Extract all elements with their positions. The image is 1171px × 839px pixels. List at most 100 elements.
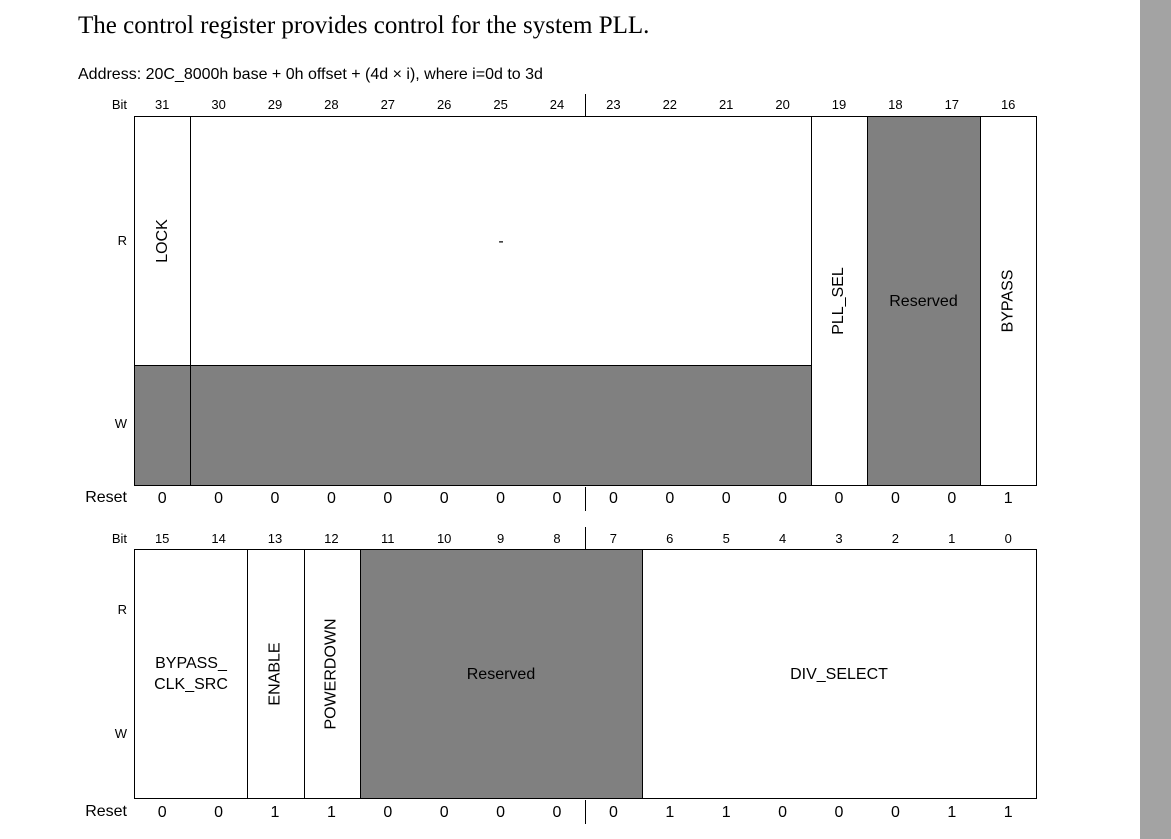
upper-line-19 — [867, 117, 868, 485]
lower-bit-number-4: 11 — [381, 531, 395, 546]
upper-bit-number-9: 22 — [662, 97, 678, 112]
field-div-select-label: DIV_SELECT — [790, 665, 888, 683]
upper-reset-value-8: 0 — [608, 490, 618, 507]
upper-bit-number-12: 19 — [831, 97, 847, 112]
lower-reset-value-12: 0 — [834, 804, 844, 821]
lower-register-grid: BYPASS_ CLK_SRC ENABLE POWERDOWN Reserve… — [134, 549, 1037, 799]
read-label-upper: R — [117, 233, 127, 248]
upper-bit-number-3: 28 — [324, 97, 339, 112]
field-reserved-upper-label: Reserved — [889, 292, 958, 310]
lower-reset-value-7: 0 — [552, 804, 562, 821]
lower-reset-value-5: 0 — [439, 804, 449, 821]
read-label-lower: R — [117, 602, 127, 617]
field-lock: LOCK — [135, 117, 191, 365]
upper-reset-value-9: 0 — [665, 490, 675, 507]
field-bypass-label: BYPASS — [999, 269, 1016, 333]
upper-bit-number-7: 24 — [549, 97, 565, 112]
upper-reset-value-11: 0 — [778, 490, 788, 507]
field-bypass-clk-src-line2: CLK_SRC — [154, 676, 228, 693]
upper-reset-value-7: 0 — [552, 490, 562, 507]
lower-bit-number-11: 4 — [778, 531, 787, 546]
upper-bit-number-14: 17 — [944, 97, 960, 112]
lower-line-12 — [360, 550, 361, 798]
upper-bit-number-2: 29 — [267, 97, 283, 112]
field-unused: - — [191, 117, 811, 365]
field-unused-label: - — [498, 232, 504, 250]
upper-reset-value-3: 0 — [326, 490, 336, 507]
lower-reset-value-15: 1 — [1003, 804, 1013, 821]
field-pll-sel-label: PLL_SEL — [830, 267, 848, 335]
lower-bit-number-2: 13 — [267, 531, 283, 546]
upper-bit-number-0: 31 — [154, 97, 170, 112]
bit-label-lower: Bit — [111, 531, 127, 546]
write-label-upper: W — [114, 416, 127, 431]
upper-reset-value-14: 0 — [947, 490, 957, 507]
upper-bit-number-1: 30 — [211, 97, 226, 112]
lower-reset-value-14: 1 — [947, 804, 957, 821]
lower-bit-number-6: 9 — [496, 531, 505, 546]
lower-bit-number-13: 2 — [891, 531, 899, 546]
lower-line-14 — [247, 550, 248, 798]
lower-bit-number-10: 5 — [722, 531, 730, 546]
upper-rw-separator — [135, 365, 811, 366]
lower-bit-number-0: 15 — [154, 531, 170, 546]
upper-line-17 — [980, 117, 981, 485]
lower-line-7 — [642, 550, 643, 798]
lower-reset-value-13: 0 — [890, 804, 900, 821]
upper-line-20 — [811, 117, 812, 485]
field-pll-sel: PLL_SEL — [811, 117, 867, 485]
upper-reset-value-0: 0 — [157, 490, 167, 507]
lower-byte-divider — [585, 527, 586, 549]
field-enable-label: ENABLE — [266, 642, 284, 706]
upper-reset-value-4: 0 — [383, 490, 393, 507]
upper-bit-number-13: 18 — [888, 97, 903, 112]
field-lock-label: LOCK — [153, 219, 171, 263]
upper-line-31 — [190, 117, 191, 485]
lower-reset-value-6: 0 — [496, 804, 506, 821]
reset-label-upper: Reset — [85, 489, 127, 506]
upper-register-grid: LOCK - PLL_SEL Reserved BYPASS — [134, 116, 1037, 486]
field-powerdown: POWERDOWN — [304, 550, 360, 798]
field-bypass-clk-src-line1: BYPASS_ — [155, 655, 227, 672]
upper-reset-value-10: 0 — [721, 490, 731, 507]
lower-bit-number-8: 7 — [609, 531, 617, 546]
reset-label-lower: Reset — [85, 803, 127, 820]
upper-byte-divider — [585, 94, 586, 116]
field-enable: ENABLE — [247, 550, 304, 798]
lower-reset-value-1: 0 — [214, 804, 224, 821]
upper-reset-value-6: 0 — [496, 490, 506, 507]
upper-bit-number-5: 26 — [436, 97, 452, 112]
upper-bit-number-8: 23 — [606, 97, 621, 112]
upper-bit-number-6: 25 — [493, 97, 508, 112]
lower-bit-number-15: 0 — [1004, 531, 1012, 546]
lower-bit-number-1: 14 — [211, 531, 226, 546]
scrollbar[interactable] — [1140, 0, 1171, 839]
lower-reset-value-3: 1 — [326, 804, 336, 821]
upper-reset-divider — [585, 487, 586, 511]
upper-reset-value-1: 0 — [214, 490, 224, 507]
upper-reset-value-13: 0 — [890, 490, 900, 507]
intro-text: The control register provides control fo… — [78, 12, 650, 39]
lower-bit-number-9: 6 — [666, 531, 674, 546]
upper-reset-value-15: 1 — [1003, 490, 1013, 507]
field-reserved-upper: Reserved — [867, 117, 980, 485]
lower-bit-number-12: 3 — [835, 531, 843, 546]
write-reserved-31-20 — [135, 365, 811, 485]
write-label-lower: W — [114, 726, 127, 741]
address-text: Address: 20C_8000h base + 0h offset + (4… — [78, 66, 543, 83]
lower-reset-value-10: 1 — [721, 804, 731, 821]
upper-bit-number-4: 27 — [380, 97, 396, 112]
lower-reset-value-0: 0 — [157, 804, 167, 821]
upper-reset-value-12: 0 — [834, 490, 844, 507]
lower-reset-value-11: 0 — [778, 804, 788, 821]
field-reserved-lower-label: Reserved — [466, 665, 536, 683]
lower-bit-number-5: 10 — [436, 531, 452, 546]
upper-bit-number-10: 21 — [718, 97, 734, 112]
lower-reset-value-2: 1 — [270, 804, 280, 821]
lower-reset-value-9: 1 — [665, 804, 675, 821]
lower-reset-value-8: 0 — [608, 804, 618, 821]
field-powerdown-label: POWERDOWN — [323, 618, 341, 730]
field-bypass-clk-src: BYPASS_ CLK_SRC — [135, 550, 247, 798]
upper-bit-number-15: 16 — [1000, 97, 1016, 112]
field-reserved-lower: Reserved — [360, 550, 642, 798]
